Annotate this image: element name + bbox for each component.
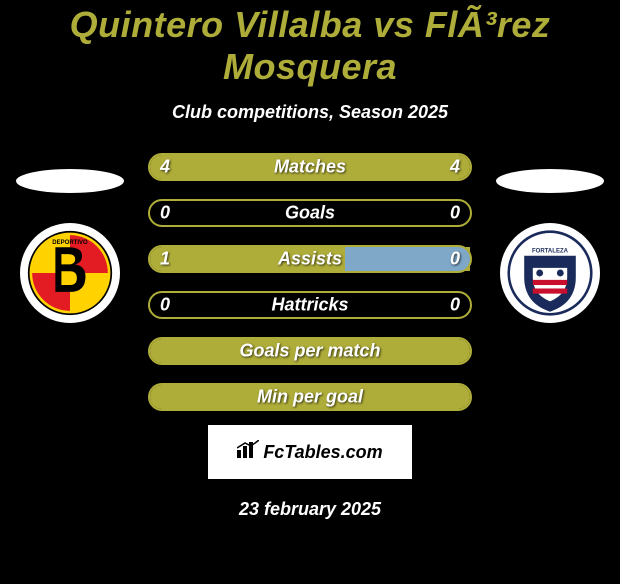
stat-left-value: 1 <box>160 249 170 270</box>
stat-right-value: 0 <box>450 203 460 224</box>
stat-row-hattricks: 0 0 Hattricks <box>148 291 472 319</box>
right-club-badge: FORTALEZA <box>500 223 600 323</box>
svg-text:DEPORTIVO: DEPORTIVO <box>52 240 88 246</box>
left-player-col: DEPORTIVO <box>10 153 130 323</box>
stat-label: Hattricks <box>271 295 348 316</box>
subtitle: Club competitions, Season 2025 <box>10 102 610 123</box>
stat-left-value: 4 <box>160 157 170 178</box>
left-club-badge: DEPORTIVO <box>20 223 120 323</box>
stat-label: Min per goal <box>257 387 363 408</box>
stat-label: Assists <box>278 249 342 270</box>
chart-icon <box>237 440 259 464</box>
stat-row-min-per-goal: Min per goal <box>148 383 472 411</box>
stat-label: Goals <box>285 203 335 224</box>
right-player-col: FORTALEZA <box>490 153 610 323</box>
date-label: 23 february 2025 <box>10 499 610 520</box>
stat-label: Goals per match <box>239 341 380 362</box>
stat-right-value: 0 <box>450 249 460 270</box>
stat-right-value: 0 <box>450 295 460 316</box>
right-player-silhouette <box>496 169 604 193</box>
page-title: Quintero Villalba vs FlÃ³rez Mosquera <box>10 4 610 88</box>
stats-column: 4 4 Matches 0 0 Goals 1 0 Assists 0 0 Hattricks Goal… <box>130 153 490 411</box>
stat-left-value: 0 <box>160 203 170 224</box>
stat-left-value: 0 <box>160 295 170 316</box>
fctables-label: FcTables.com <box>263 442 382 463</box>
stat-row-goals-per-match: Goals per match <box>148 337 472 365</box>
stat-row-matches: 4 4 Matches <box>148 153 472 181</box>
svg-text:FORTALEZA: FORTALEZA <box>532 248 569 254</box>
stat-right-value: 4 <box>450 157 460 178</box>
deportivo-pereira-icon: DEPORTIVO <box>27 230 113 316</box>
content-row: DEPORTIVO 4 4 Matches 0 0 Goals 1 0 Assists 0 0 Hat… <box>10 153 610 411</box>
left-player-silhouette <box>16 169 124 193</box>
stat-label: Matches <box>274 157 346 178</box>
stat-row-goals: 0 0 Goals <box>148 199 472 227</box>
stat-row-assists: 1 0 Assists <box>148 245 472 273</box>
fctables-watermark: FcTables.com <box>208 425 412 479</box>
fortaleza-ceif-icon: FORTALEZA <box>507 230 593 316</box>
